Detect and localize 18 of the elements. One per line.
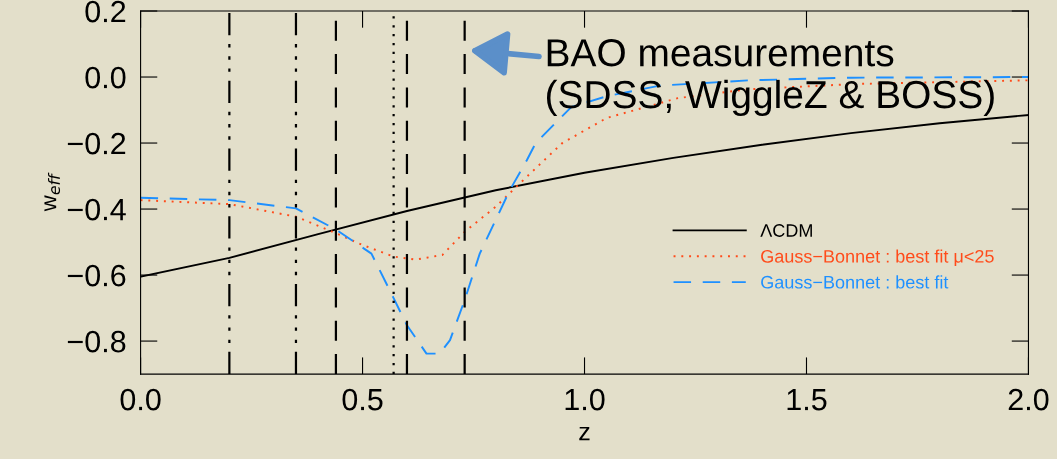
line-series (140, 76, 1029, 355)
annotation: BAO measurements (SDSS, WiggleZ & BOSS) (546, 38, 994, 117)
y-tick-label: 0.2 (85, 0, 126, 23)
y-tick-label: −0.4 (67, 198, 126, 221)
legend-label: ΛCDM (760, 224, 812, 237)
x-tick-label: 0.0 (120, 388, 161, 411)
legend-label: Gauss−Bonnet : best fit μ<25 (761, 249, 994, 267)
x-tick-label: 1.5 (787, 389, 827, 411)
legend-label: Gauss−Bonnet : best fit (761, 275, 949, 289)
x-tick-label: 1.0 (565, 388, 605, 411)
y-tick-label: 0.0 (85, 66, 126, 89)
y-tick-label: −0.8 (67, 330, 126, 353)
x-axis-title: z (579, 426, 590, 441)
x-tick-label: 2.0 (1008, 388, 1049, 411)
y-axis-title: w$_{eff}$ (44, 172, 61, 212)
y-tick-label: −0.6 (67, 264, 126, 287)
y-tick-label: −0.2 (67, 132, 126, 155)
x-tick-label: 0.5 (342, 388, 383, 411)
